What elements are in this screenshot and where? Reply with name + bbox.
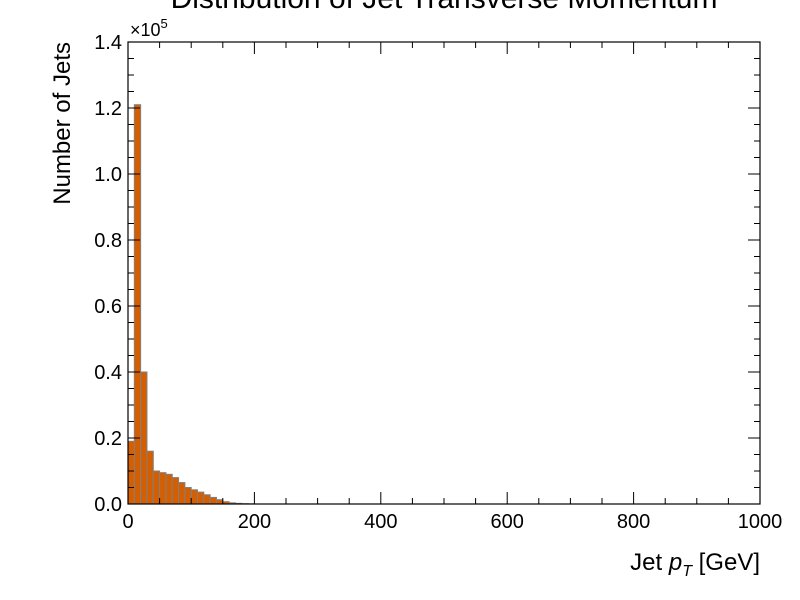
histogram-bar xyxy=(133,104,142,505)
chart-title: Distribution of Jet Transverse Momentum xyxy=(171,0,718,15)
y-tick-label: 0.0 xyxy=(94,494,122,516)
x-axis-label-prefix: Jet xyxy=(630,549,669,576)
histogram-bar xyxy=(178,482,186,505)
x-axis-label-subscript: T xyxy=(682,563,693,580)
x-tick-label: 400 xyxy=(364,511,397,533)
y-axis-multiplier-base: ×10 xyxy=(130,20,161,40)
histogram-bar xyxy=(209,496,217,505)
x-axis-label-variable: p xyxy=(668,549,682,576)
x-tick-label: 200 xyxy=(238,511,271,533)
y-axis-multiplier: ×105 xyxy=(130,16,168,40)
y-tick-label: 1.2 xyxy=(94,98,122,120)
histogram-bar xyxy=(127,440,135,505)
histogram-bar xyxy=(184,487,192,505)
y-axis-multiplier-exponent: 5 xyxy=(161,16,168,31)
x-tick-label: 600 xyxy=(491,511,524,533)
y-tick-label: 1.4 xyxy=(94,32,122,54)
y-tick-label: 1.0 xyxy=(94,164,122,186)
x-axis-label: Jet pT [GeV] xyxy=(630,549,760,580)
histogram-bar xyxy=(215,499,224,505)
x-axis-label-suffix: [GeV] xyxy=(692,549,760,576)
histogram-bar xyxy=(203,494,211,505)
x-tick-labels: 0 200 400 600 800 1000 xyxy=(122,511,782,533)
histogram-bar xyxy=(152,470,161,505)
histogram-bar xyxy=(146,450,154,505)
y-axis-label: Number of Jets xyxy=(49,42,76,205)
y-tick-labels: 0.0 0.2 0.4 0.6 0.8 1.0 1.2 1.4 xyxy=(94,32,122,516)
x-tick-label: 0 xyxy=(122,511,133,533)
histogram-bars xyxy=(127,104,255,505)
x-tick-label: 800 xyxy=(617,511,650,533)
histogram-bar xyxy=(165,473,173,505)
y-tick-label: 0.8 xyxy=(94,230,122,252)
axis-ticks xyxy=(127,41,761,505)
y-tick-label: 0.4 xyxy=(94,362,122,384)
histogram-bar xyxy=(197,491,205,505)
y-tick-label: 0.6 xyxy=(94,296,122,318)
histogram-bar xyxy=(190,489,199,505)
plot-frame xyxy=(127,41,761,505)
histogram-bar xyxy=(140,371,148,505)
histogram-bar xyxy=(171,477,180,505)
y-tick-label: 0.2 xyxy=(94,428,122,450)
histogram-bar xyxy=(159,472,167,505)
x-tick-label: 1000 xyxy=(738,511,783,533)
